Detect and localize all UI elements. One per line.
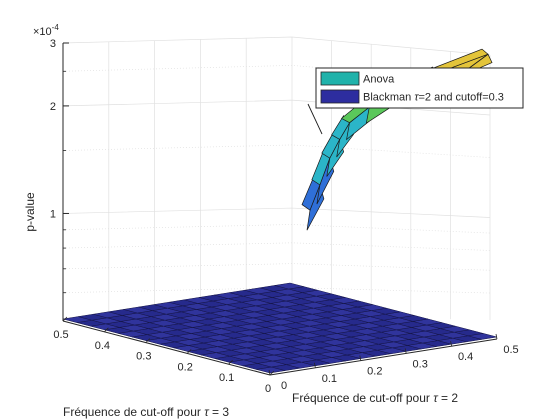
x-axis-line [269,338,498,376]
x-tick [359,355,362,361]
y-tick-label: 0 [265,383,271,395]
blackman-patch [274,282,304,290]
z-tick-label: 2 [50,101,56,113]
legend-label-blackman: Blackman τ=2 and cutoff=0.3 [363,92,504,104]
y-axis-label: Fréquence de cut-off pour τ = 3 [63,405,229,419]
legend-swatch-anova [320,71,360,86]
x-tick [495,333,498,340]
x-tick [314,362,316,368]
x-tick-label: 0.2 [367,366,382,378]
z-axis-label: p-value [23,192,37,232]
y-tick [186,349,192,354]
x-ticks: 0 0.1 0.2 0.3 0.4 0.5 [268,333,519,392]
y-ticks: 0 0.1 0.2 0.3 0.4 0.5 [53,316,275,395]
y-tick-label: 0.4 [95,340,110,352]
x-axis-label: Fréquence de cut-off pour τ = 2 [292,391,458,405]
y-tick [269,370,275,376]
x-tick-label: 0.1 [322,373,337,385]
left-back-wall [63,37,292,321]
x-tick [268,369,271,376]
x-tick [450,341,452,347]
legend-swatch-blackman [320,89,360,104]
blackman-surface [62,282,498,374]
x-tick-label: 0.4 [458,351,473,363]
x-tick [404,348,407,354]
y-tick-label: 0.5 [53,329,68,341]
z-exponent-label: ×10-4 [33,23,59,38]
y-tick [62,316,68,322]
legend[interactable]: Anova Blackman τ=2 and cutoff=0.3 [315,67,524,109]
y-tick-label: 0.2 [178,361,193,373]
anova-patch [331,115,350,140]
x-tick-label: 0 [281,380,287,392]
y-tick [228,359,233,365]
y-tick-label: 0.3 [136,351,151,363]
y-tick [104,327,109,333]
x-tick-label: 0.3 [413,358,428,370]
y-axis-line [62,320,271,376]
y-tick-label: 0.1 [219,372,234,384]
y-tick [145,338,151,343]
z-ticks: 1 2 3 [50,38,69,294]
z-tick-label: 3 [50,38,56,50]
legend-label-anova: Anova [363,74,395,86]
axes [62,43,498,376]
z-tick-label: 1 [50,208,56,220]
x-tick-label: 0.5 [503,344,518,356]
anova-spike [307,103,323,135]
